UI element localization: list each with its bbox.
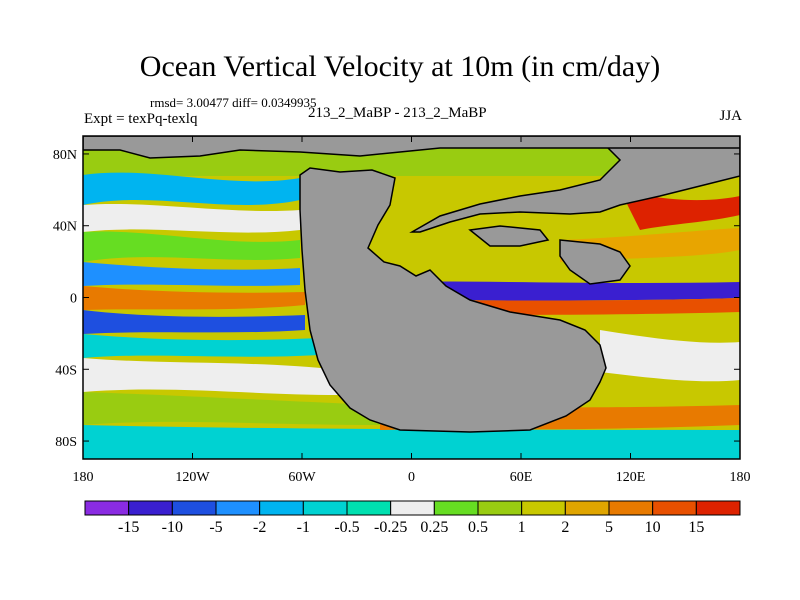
colorbar-label: 10: [645, 519, 661, 536]
colorbar-label: -1: [297, 519, 310, 536]
colorbar-label: -5: [209, 519, 222, 536]
x-tick-label: 60E: [510, 470, 533, 485]
ocean-band: [83, 203, 300, 233]
stats-label: rmsd= 3.00477 diff= 0.0349935: [150, 95, 317, 110]
x-tick-label: 180: [730, 470, 751, 485]
x-tick-label: 0: [408, 470, 415, 485]
x-tick-label: 60W: [288, 470, 316, 485]
ocean-band: [83, 262, 300, 286]
colorbar-swatch: [477, 500, 523, 516]
colorbar-swatch: [84, 500, 130, 516]
colorbar-swatch: [695, 500, 741, 516]
experiment-label: Expt = texPq-texlq: [84, 111, 198, 127]
colorbar-swatch: [346, 500, 392, 516]
colorbar-swatch: [171, 500, 217, 516]
colorbar-label: -0.5: [334, 519, 359, 536]
ocean-band: [83, 231, 300, 262]
y-axis: 80N 40N 0 40S 80S: [53, 148, 740, 450]
y-tick-label: 40S: [55, 363, 77, 378]
colorbar-swatch: [259, 500, 304, 516]
ocean-band: [83, 310, 305, 334]
plot-area: [83, 136, 740, 459]
colorbar-label: -2: [253, 519, 266, 536]
colorbar-label: 0.5: [468, 519, 488, 536]
x-tick-label: 120E: [616, 470, 646, 485]
colorbar-swatch: [302, 500, 348, 516]
colorbar-label: 2: [561, 519, 569, 536]
season-label: JJA: [719, 108, 742, 124]
y-tick-label: 80S: [55, 435, 77, 450]
y-tick-label: 0: [70, 292, 77, 307]
ocean-band: [83, 334, 320, 358]
colorbar-label: 1: [518, 519, 526, 536]
ocean-band: [83, 358, 340, 395]
land-mass-south: [299, 167, 607, 433]
land-mass-inlet: [468, 225, 550, 247]
land-mass-arctic: [83, 136, 740, 159]
colorbar-label: -10: [162, 519, 183, 536]
colorbar-swatch: [564, 500, 610, 516]
colorbar-swatch: [390, 500, 435, 516]
y-tick-label: 40N: [53, 220, 77, 235]
x-tick-label: 180: [73, 470, 94, 485]
colorbar-swatch: [608, 500, 654, 516]
x-axis: 180 120W 60W 0 60E 120E 180: [73, 136, 751, 485]
colorbar-label: 0.25: [420, 519, 448, 536]
ocean-band: [620, 190, 740, 230]
colorbar-label: 15: [688, 519, 704, 536]
ocean-band: [83, 286, 305, 310]
y-tick-label: 80N: [53, 148, 77, 163]
colorbar-swatch: [433, 500, 479, 516]
colorbar: -15 -10 -5 -2 -1 -0.5 -0.25 0.25 0.5 1 2 5 10 15: [84, 500, 741, 536]
ocean-band: [600, 330, 740, 382]
ocean-band: [83, 172, 300, 205]
ocean-band: [83, 392, 380, 425]
colorbar-label: -15: [118, 519, 139, 536]
land-mass-east: [559, 239, 631, 285]
x-tick-label: 120W: [175, 470, 210, 485]
case-label: 213_2_MaBP - 213_2_MaBP: [308, 105, 487, 121]
ocean-band: [83, 425, 740, 459]
colorbar-swatch: [521, 500, 566, 516]
colorbar-label: 5: [605, 519, 613, 536]
colorbar-swatch: [215, 500, 261, 516]
land-mass-north-east: [409, 139, 740, 233]
chart-title: Ocean Vertical Velocity at 10m (in cm/da…: [139, 50, 661, 83]
colorbar-swatch: [652, 500, 697, 516]
colorbar-label: -0.25: [374, 519, 407, 536]
ocean-band: [380, 281, 740, 301]
colorbar-swatch: [128, 500, 173, 516]
